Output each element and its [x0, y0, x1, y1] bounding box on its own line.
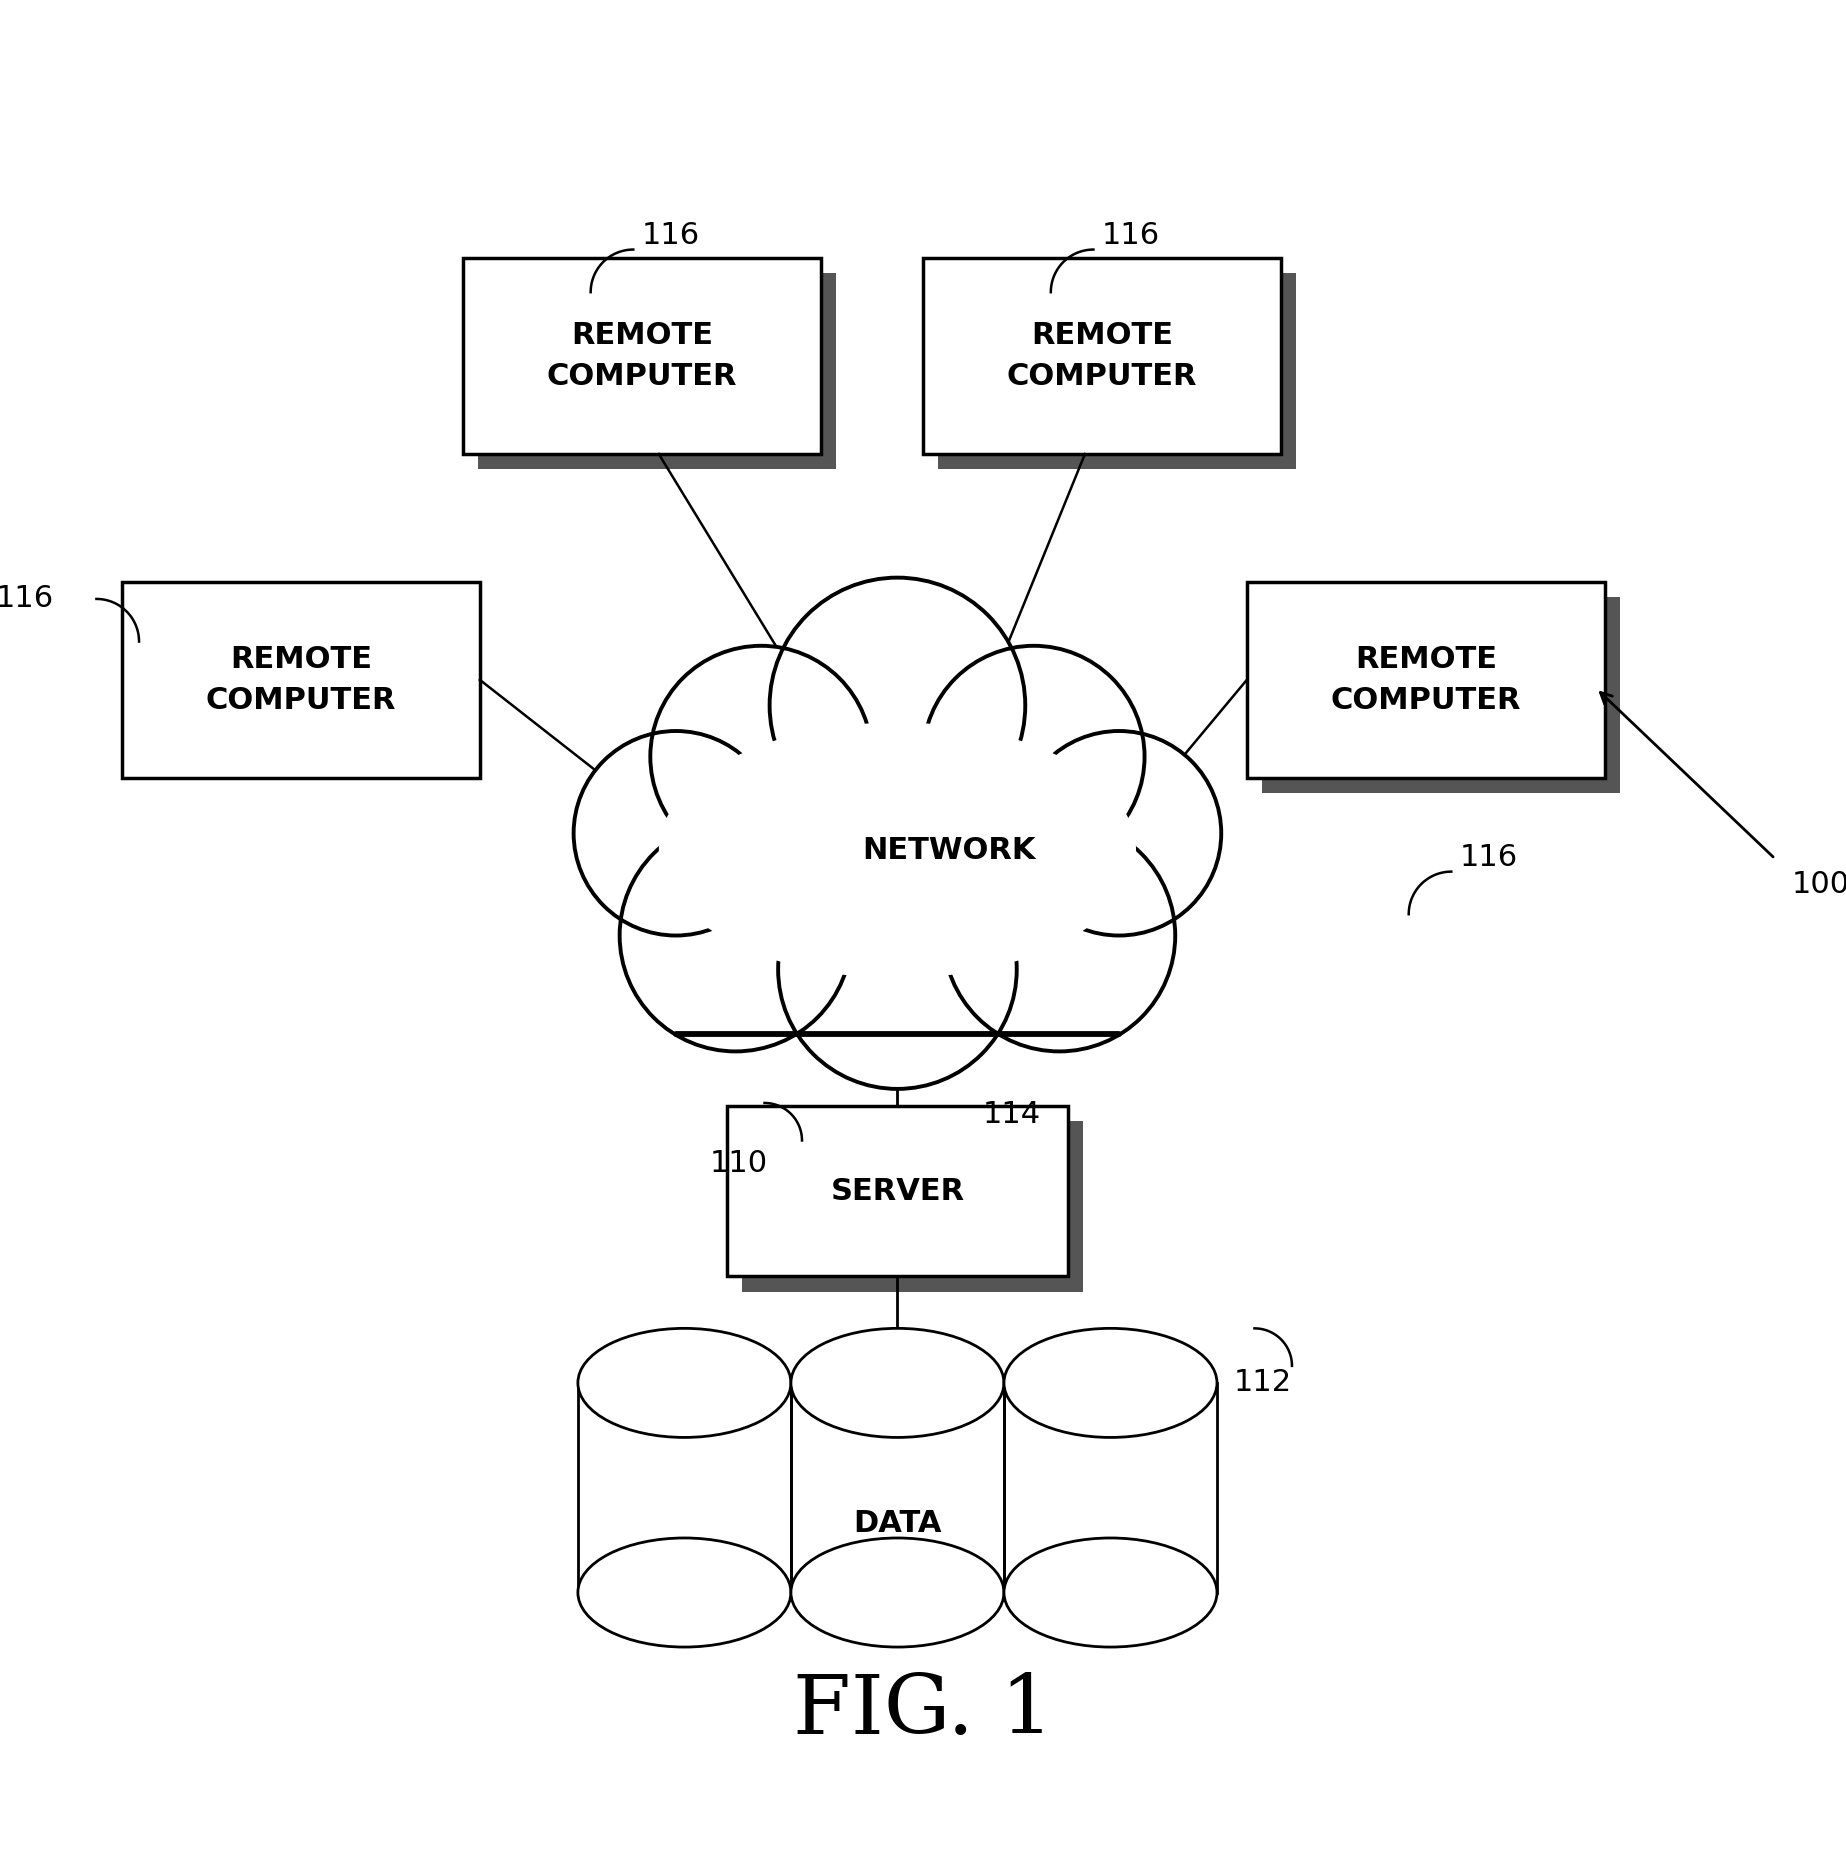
Text: 116: 116: [1460, 842, 1517, 871]
Text: 112: 112: [1233, 1368, 1292, 1398]
Text: REMOTE
COMPUTER: REMOTE COMPUTER: [1006, 321, 1198, 391]
FancyBboxPatch shape: [938, 273, 1296, 469]
Circle shape: [943, 819, 1176, 1051]
Ellipse shape: [1004, 1327, 1217, 1437]
FancyBboxPatch shape: [463, 258, 821, 454]
Ellipse shape: [790, 1327, 1004, 1437]
Ellipse shape: [1004, 1539, 1217, 1646]
Polygon shape: [578, 1383, 790, 1593]
Text: DATA: DATA: [853, 1509, 941, 1539]
Ellipse shape: [642, 697, 1154, 1003]
Circle shape: [650, 645, 871, 868]
Circle shape: [620, 819, 851, 1051]
FancyBboxPatch shape: [1263, 597, 1621, 794]
Text: 116: 116: [1102, 221, 1159, 250]
Text: SERVER: SERVER: [831, 1177, 964, 1205]
FancyBboxPatch shape: [742, 1122, 1084, 1292]
Text: REMOTE
COMPUTER: REMOTE COMPUTER: [546, 321, 737, 391]
Ellipse shape: [659, 723, 1135, 979]
Text: FIG. 1: FIG. 1: [792, 1670, 1054, 1750]
Text: REMOTE
COMPUTER: REMOTE COMPUTER: [205, 645, 397, 714]
Text: 116: 116: [0, 584, 54, 614]
Text: NETWORK: NETWORK: [862, 836, 1036, 864]
Text: 114: 114: [982, 1099, 1041, 1129]
Circle shape: [923, 645, 1145, 868]
FancyBboxPatch shape: [923, 258, 1281, 454]
Ellipse shape: [578, 1539, 790, 1646]
Text: 100: 100: [1792, 870, 1846, 899]
Circle shape: [779, 851, 1017, 1088]
Ellipse shape: [790, 1539, 1004, 1646]
Polygon shape: [1004, 1383, 1217, 1593]
Circle shape: [574, 730, 779, 936]
Text: 116: 116: [642, 221, 700, 250]
Text: 110: 110: [711, 1149, 768, 1177]
Ellipse shape: [578, 1327, 790, 1437]
Circle shape: [770, 578, 1025, 832]
FancyBboxPatch shape: [1246, 582, 1604, 779]
FancyBboxPatch shape: [122, 582, 480, 779]
FancyBboxPatch shape: [727, 1107, 1067, 1276]
FancyBboxPatch shape: [478, 273, 836, 469]
Circle shape: [1017, 730, 1222, 936]
Polygon shape: [790, 1383, 1004, 1593]
Text: REMOTE
COMPUTER: REMOTE COMPUTER: [1331, 645, 1521, 714]
